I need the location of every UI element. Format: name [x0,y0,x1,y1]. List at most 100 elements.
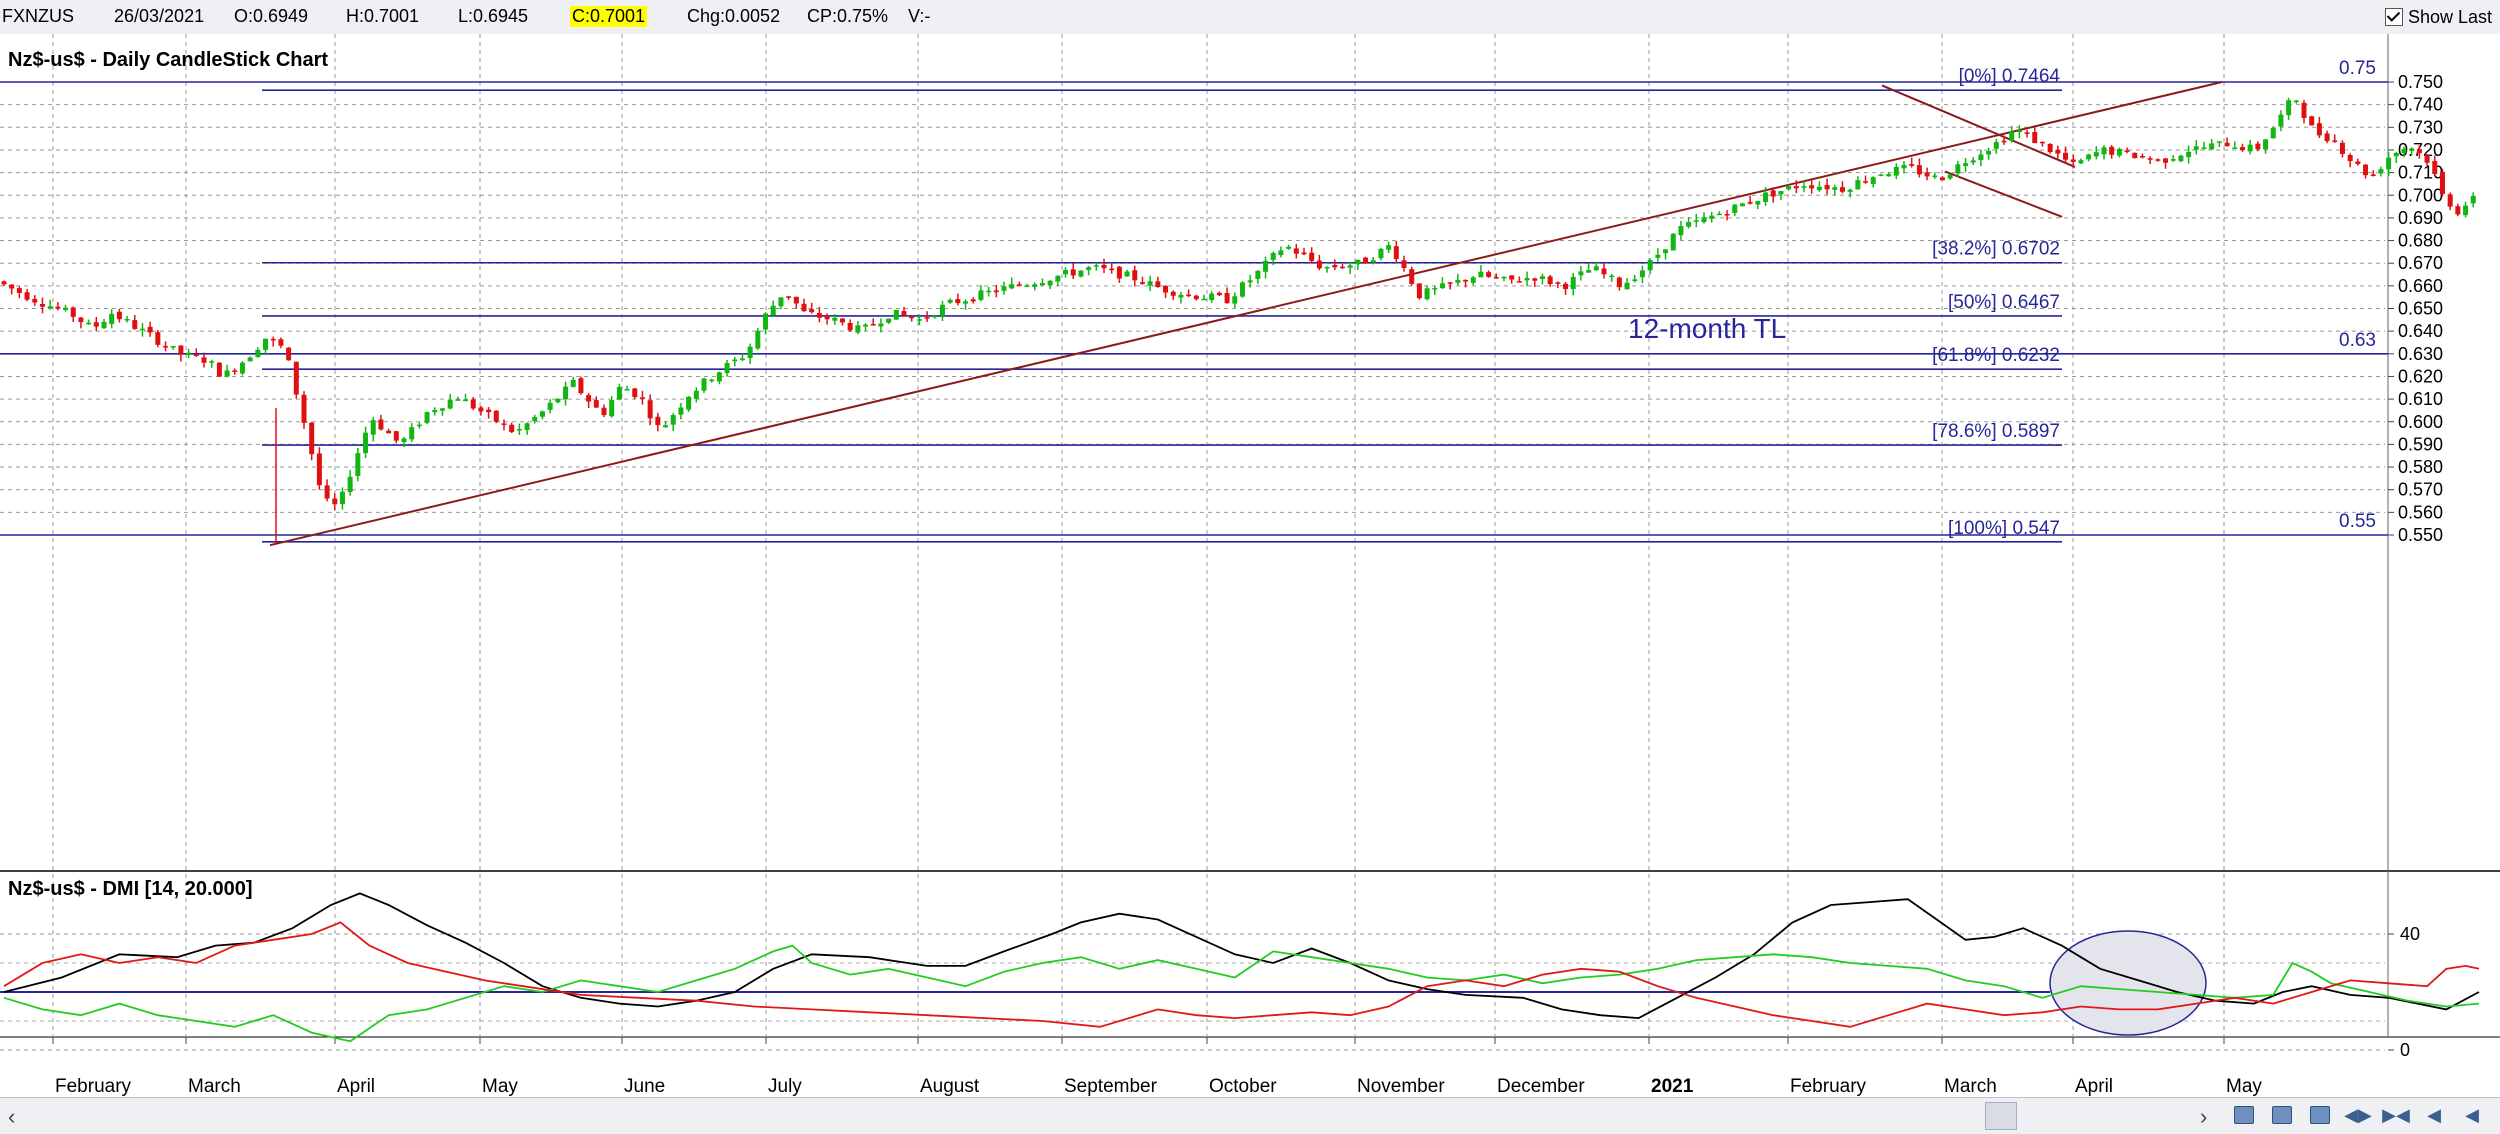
candle-body [1855,180,1861,190]
previous-icon[interactable]: ◀ [2427,1104,2441,1125]
symbol: FXNZUS [2,6,74,26]
candle-body [1416,283,1422,299]
candle-body [209,361,215,363]
candle-body [716,372,722,382]
candle-body [247,357,253,362]
candle-body [632,388,638,398]
candle-body [1116,266,1122,279]
candle-body [2363,164,2369,176]
candle-body [1570,276,1576,290]
candle-body [1616,277,1622,288]
candle-body [1178,294,1184,298]
candle-body [578,378,584,394]
candle-body [1447,282,1453,284]
candle-body [401,438,407,443]
candle-body [486,409,492,413]
candle-body [1978,154,1984,160]
candle-body [2001,140,2007,143]
candle-body [1832,187,1838,190]
candle-body [670,415,676,425]
jump-start-icon[interactable]: ▶◀ [2382,1104,2410,1125]
candle-body [616,386,622,400]
x-tick-label: August [920,1076,980,1097]
candle-body [1070,269,1076,276]
candle-body [1132,270,1138,281]
candle-body [1378,248,1384,259]
candle-body [1124,271,1130,277]
candle-body [2193,146,2199,150]
zoom-out-icon[interactable] [2268,1102,2296,1128]
candle-body [2124,150,2130,152]
next-icon[interactable]: ◀ [2465,1104,2479,1125]
candle-body [1755,200,1761,205]
candle-body [1801,186,1807,188]
candle-body [2463,205,2469,216]
candle-body [939,304,945,316]
candle-body [1939,177,1945,181]
dmi-series-di [3,921,2480,1028]
candle-body [301,394,307,423]
candle-body [255,349,261,357]
candle-body [1147,281,1153,286]
settings-icon[interactable] [2306,1102,2334,1128]
dmi-chart-title: Nz$-us$ - DMI [14, 20.000] [8,878,253,900]
candle-body [2139,155,2145,158]
candle-body [639,397,645,399]
x-tick-label: February [55,1076,132,1097]
candle-body [355,453,361,477]
y-tick-label: 0.650 [2398,299,2443,319]
candle-body [1586,270,1592,273]
pan-icon[interactable]: ◀▶ [2344,1104,2372,1125]
candle-body [139,328,145,331]
candle-body [1209,293,1215,301]
y-tick-label: 0.740 [2398,95,2443,115]
candle-body [109,313,115,324]
candle-body [586,395,592,402]
fib-level-label: [0%] 0.7464 [1959,66,2061,87]
candle-body [493,410,499,422]
chart-area[interactable]: February March April May June July August Septe… [0,34,2500,1097]
x-tick-label: February [1790,1076,1867,1097]
highlight-ellipse [2049,930,2207,1036]
candle-body [2055,149,2061,154]
candle-body [2024,132,2030,134]
candle-body [909,316,915,319]
scroll-left-icon[interactable]: ‹ [8,1104,16,1129]
candle-body [32,298,38,303]
candle-body [1293,248,1299,254]
candle-body [201,357,207,363]
checkbox-checked-icon[interactable] [2384,8,2403,26]
candle-body [1224,293,1230,304]
candle-body [2224,142,2230,147]
candle-body [1093,265,1099,267]
candle-body [293,361,299,395]
dmi-series-adx [3,892,2480,1020]
candle-body [2132,152,2138,159]
candle-body [2339,142,2345,154]
candle-body [1386,245,1392,250]
scroll-right-icon[interactable]: › [2200,1104,2208,1129]
candle-body [1347,265,1353,268]
x-tick-label: June [624,1076,665,1097]
candle-body [1924,172,1930,177]
close-value: C:0.7001 [570,6,648,27]
candle-body [1309,252,1315,261]
fib-level-label: [61.8%] 0.6232 [1932,345,2060,366]
candle-body [793,296,799,304]
scroll-bar[interactable]: ‹ › ◀▶ ▶◀ ◀ ◀ [0,1097,2500,1134]
candle-body [1878,174,1884,177]
candle-body [1201,298,1207,301]
candle-body [1101,264,1107,269]
candle-body [624,389,630,391]
candle-body [1655,254,1661,258]
candle-body [1701,217,1707,223]
candle-body [1270,252,1276,261]
show-last-checkbox[interactable]: Show Last [2384,4,2492,30]
scroll-thumb[interactable] [1985,1102,2017,1130]
y-tick-label: 0.610 [2398,389,2443,409]
candle-body [70,307,76,317]
zoom-in-icon[interactable] [2230,1102,2258,1128]
dmi-y-tick-label: 40 [2400,924,2420,944]
candle-body [2316,123,2322,136]
candle-body [2086,154,2092,160]
